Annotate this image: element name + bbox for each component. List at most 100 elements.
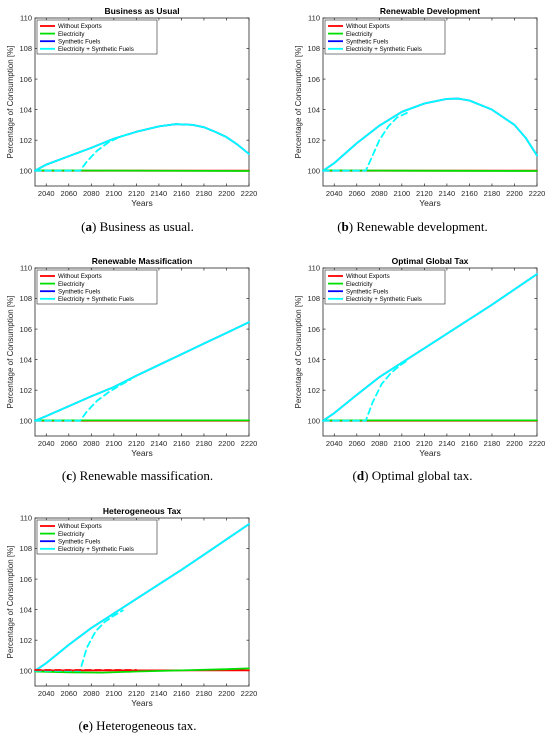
y-axis-label: Percentage of Consumption [%] <box>294 296 303 409</box>
legend-entry: Synthetic Fuels <box>58 538 100 545</box>
y-tick-label: 108 <box>307 44 320 53</box>
legend-entry: Electricity <box>58 31 85 38</box>
series-line-dashed <box>322 111 409 172</box>
x-tick-label: 2200 <box>506 189 523 198</box>
y-tick-label: 110 <box>20 264 32 273</box>
series-line-dashed <box>34 378 132 422</box>
y-tick-label: 108 <box>307 294 320 303</box>
x-tick-label: 2120 <box>416 189 433 198</box>
chart-title: Heterogeneous Tax <box>103 506 182 516</box>
x-tick-label: 2200 <box>218 689 235 698</box>
x-tick-label: 2180 <box>196 439 213 448</box>
y-tick-label: 102 <box>307 136 320 145</box>
x-tick-label: 2060 <box>348 189 365 198</box>
y-tick-label: 100 <box>307 166 320 175</box>
chart-panel-e: 2040 2060 2080 2100 2120 2140 2160 2180 2200 2220… <box>6 506 257 708</box>
y-tick-label: 102 <box>19 386 32 395</box>
x-tick-label: 2100 <box>105 439 122 448</box>
x-axis-label: Years <box>131 198 152 208</box>
x-tick-label: 2180 <box>196 189 213 198</box>
legend-entry: Synthetic Fuels <box>346 38 388 45</box>
y-tick-label: 106 <box>19 75 32 84</box>
x-tick-label: 2200 <box>506 439 523 448</box>
y-tick-label: 108 <box>19 294 32 303</box>
y-tick-label: 102 <box>307 386 320 395</box>
y-tick-label: 106 <box>307 75 320 84</box>
chart-title: Business as Usual <box>104 6 179 16</box>
x-tick-label: 2040 <box>38 689 55 698</box>
y-tick-label: 110 <box>20 514 32 523</box>
legend-entry: Electricity <box>58 531 85 538</box>
x-tick-label: 2160 <box>173 189 190 198</box>
caption-e: (e) Heterogeneous tax. <box>78 718 197 733</box>
y-tick-label: 102 <box>19 136 32 145</box>
y-axis-label: Percentage of Consumption [%] <box>6 546 15 659</box>
series-line-dashed <box>34 132 132 172</box>
caption-a: (a) Business as usual. <box>81 219 194 234</box>
x-tick-label: 2080 <box>371 439 388 448</box>
y-axis-label: Percentage of Consumption [%] <box>6 296 15 409</box>
x-tick-label: 2160 <box>173 439 190 448</box>
y-tick-label: 106 <box>307 325 320 334</box>
x-tick-label: 2140 <box>151 689 168 698</box>
x-tick-label: 2200 <box>218 439 235 448</box>
x-tick-label: 2100 <box>393 439 410 448</box>
y-tick-label: 102 <box>19 636 32 645</box>
series-line-electricity <box>34 667 250 674</box>
caption-c: (c) Renewable massification. <box>61 468 214 483</box>
x-tick-label: 2140 <box>151 189 168 198</box>
x-tick-label: 2140 <box>439 439 456 448</box>
y-tick-label: 104 <box>19 605 32 614</box>
y-tick-label: 104 <box>307 355 320 364</box>
y-axis-label: Percentage of Consumption [%] <box>6 46 15 159</box>
chart-title: Renewable Massification <box>92 256 193 266</box>
y-tick-label: 104 <box>19 355 32 364</box>
x-tick-label: 2220 <box>241 689 258 698</box>
legend-entry: Without Exports <box>58 273 102 280</box>
chart-title: Renewable Development <box>380 6 480 16</box>
x-tick-label: 2220 <box>241 189 258 198</box>
series-line-dashed <box>322 358 410 422</box>
y-tick-label: 100 <box>19 666 32 675</box>
x-tick-label: 2160 <box>461 189 478 198</box>
series-line-electricity-synthetic-fuels <box>322 97 538 172</box>
legend-entry: Without Exports <box>346 273 390 280</box>
x-tick-label: 2200 <box>218 189 235 198</box>
y-tick-label: 108 <box>19 544 32 553</box>
y-tick-label: 108 <box>19 44 32 53</box>
x-tick-label: 2180 <box>484 189 501 198</box>
x-tick-label: 2060 <box>60 189 77 198</box>
chart-panel-d: 2040 2060 2080 2100 2120 2140 2160 2180 2200 2220… <box>294 256 545 458</box>
series-line-electricity-synthetic-fuels <box>322 273 538 422</box>
chart-panel-a: 2040 2060 2080 2100 2120 2140 2160 2180 2200 2220… <box>6 6 257 208</box>
caption-b: (b) Renewable development. <box>337 219 488 234</box>
series-line-electricity-synthetic-fuels <box>34 123 250 172</box>
legend-entry: Electricity <box>58 281 85 288</box>
legend-entry: Electricity + Synthetic Fuels <box>58 546 134 553</box>
series-line-electricity-synthetic-fuels <box>34 321 250 422</box>
y-tick-label: 110 <box>20 14 32 23</box>
x-tick-label: 2040 <box>38 439 55 448</box>
x-tick-label: 2180 <box>196 689 213 698</box>
x-tick-label: 2160 <box>461 439 478 448</box>
chart-panel-c: 2040 2060 2080 2100 2120 2140 2160 2180 2200 2220… <box>6 256 257 458</box>
x-tick-label: 2060 <box>60 439 77 448</box>
legend-box <box>36 19 158 55</box>
x-tick-label: 2140 <box>439 189 456 198</box>
legend-entry: Synthetic Fuels <box>58 38 100 45</box>
x-axis-label: Years <box>419 448 440 458</box>
x-tick-label: 2120 <box>128 689 145 698</box>
legend-entry: Without Exports <box>58 523 102 530</box>
series-line-electricity-synthetic-fuels <box>34 523 250 672</box>
x-tick-label: 2100 <box>105 189 122 198</box>
legend-entry: Synthetic Fuels <box>58 288 100 295</box>
x-tick-label: 2220 <box>529 439 546 448</box>
x-tick-label: 2080 <box>83 189 100 198</box>
x-tick-label: 2160 <box>173 689 190 698</box>
legend-entry: Electricity + Synthetic Fuels <box>58 46 134 53</box>
y-tick-label: 106 <box>19 325 32 334</box>
legend-entry: Without Exports <box>58 23 102 30</box>
x-tick-label: 2120 <box>416 439 433 448</box>
x-tick-label: 2140 <box>151 439 168 448</box>
